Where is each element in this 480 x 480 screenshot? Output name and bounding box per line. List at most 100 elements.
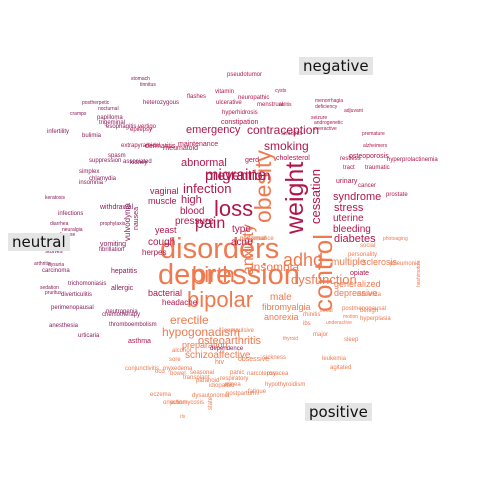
- word-esophagitis: esophagitis: [106, 124, 136, 130]
- word-overactive: overactive: [314, 126, 337, 132]
- word-insomnia: insomnia: [79, 180, 104, 186]
- word-bacterial: bacterial: [148, 288, 182, 298]
- word-rhinitis: rhinitis: [303, 312, 320, 318]
- word-anxiety: anxiety: [240, 224, 257, 275]
- word-restless: restless: [340, 156, 361, 162]
- word-eczema: eczema: [150, 392, 172, 398]
- word-neuralgia: neuralgia: [62, 227, 83, 233]
- word-allergic: allergic: [111, 285, 134, 292]
- word-cancer: cancer: [358, 183, 376, 189]
- word-bipolar: bipolar: [187, 287, 253, 312]
- word-urinary: urinary: [336, 178, 358, 185]
- word-perimenopausal: perimenopausal: [51, 305, 94, 311]
- word-fibromyalgia: fibromyalgia: [262, 302, 311, 312]
- word-hyperhidrosis: hyperhidrosis: [222, 110, 258, 116]
- word-transplant: transplant: [183, 375, 210, 381]
- word-depressive: depressive: [334, 288, 378, 298]
- word-osteoporosis: osteoporosis: [349, 153, 389, 160]
- word-hiv: hiv: [215, 359, 224, 366]
- word-nocturnal: nocturnal: [98, 106, 119, 112]
- word-seasonal: seasonal: [190, 370, 214, 376]
- word-cough: cough: [148, 237, 175, 248]
- word-contraception: contraception: [247, 123, 319, 137]
- word-personality: personality: [348, 252, 377, 258]
- word-postpartum: postpartum: [226, 391, 256, 397]
- word-throat: throat: [320, 308, 333, 314]
- word-infertility: infertility: [47, 129, 69, 135]
- word-seizure: seizure: [311, 115, 327, 121]
- word-disorders: disorders: [160, 233, 279, 265]
- word-benign: benign: [360, 308, 378, 314]
- word-traumatic: traumatic: [365, 165, 390, 171]
- word-anesthesia: anesthesia: [49, 323, 79, 329]
- word-agitated: agitated: [330, 365, 351, 371]
- word-weight: weight: [281, 162, 309, 235]
- word-acne: acne: [231, 237, 253, 248]
- word-cholesterol: cholesterol: [276, 155, 310, 162]
- word-respiratory: respiratory: [220, 376, 248, 382]
- word-generalized: generalized: [334, 279, 381, 289]
- word-urticaria: urticaria: [78, 333, 100, 339]
- word-photoaging: photoaging: [383, 236, 408, 242]
- word-multiple: multiple: [331, 257, 366, 268]
- word-autism: autism: [170, 400, 188, 406]
- word-trigeminal: trigeminal: [99, 120, 125, 126]
- word-muscle: muscle: [148, 196, 177, 206]
- word-fatigue: fatigue: [248, 389, 267, 395]
- word-diarrhea: diarrhea: [50, 221, 69, 227]
- word-birth: birth: [192, 262, 235, 287]
- word-rheumatoid: rheumatoid: [163, 145, 198, 152]
- word-diverticulitis: diverticulitis: [61, 292, 92, 298]
- word-obesity: obesity: [250, 150, 276, 223]
- word-alzheimers: alzheimers: [363, 143, 388, 149]
- word-chlamydia: chlamydia: [89, 176, 117, 182]
- word-prophylaxis: prophylaxis: [100, 221, 126, 227]
- word-hypogonadism: hypogonadism: [162, 325, 240, 339]
- word-uterine: uterine: [333, 213, 364, 224]
- word-sickness: sickness: [263, 355, 286, 361]
- word-insomnia: insomnia: [251, 260, 299, 274]
- word-influenza: influenza: [357, 292, 382, 298]
- word-infection: infection: [183, 181, 231, 196]
- word-fibrillation: fibrillation: [99, 247, 124, 253]
- word-vitamin: vitamin: [215, 89, 234, 95]
- word-obsessive: obsessive: [238, 356, 269, 363]
- word-blood: blood: [180, 206, 204, 217]
- word-chemotherapy: chemotherapy: [102, 312, 140, 318]
- word-asthma: asthma: [128, 338, 151, 345]
- label-positive: positive: [305, 403, 372, 421]
- word-vaginal: vaginal: [150, 186, 179, 196]
- word-alcohol: alcohol: [172, 348, 191, 354]
- word-compulsive: compulsive: [224, 328, 255, 334]
- label-neutral: neutral: [8, 233, 70, 251]
- word-stones: stones: [45, 249, 63, 255]
- word-headache: headache: [162, 298, 198, 307]
- word-sinusitis: sinusitis: [281, 131, 302, 137]
- word-motion: motion: [343, 314, 358, 320]
- word-vomiting: vomiting: [100, 241, 126, 248]
- word-menorrhagia: menorrhagia: [315, 98, 343, 104]
- word-pneumonia: pneumonia: [390, 261, 420, 267]
- word-underactive: underactive: [326, 320, 352, 326]
- word-tract: tract: [343, 165, 355, 171]
- word-cysts: cysts: [275, 88, 287, 94]
- word-rls: rls: [180, 414, 186, 420]
- word-suppression: suppression: [89, 158, 121, 164]
- word-conjunctivitis: conjunctivitis: [125, 366, 159, 372]
- word-dependence: dependence: [210, 346, 244, 352]
- word-dysautonomia: dysautonomia: [192, 393, 230, 399]
- word-postmenopausal: postmenopausal: [342, 306, 386, 312]
- word-heterozygous: heterozygous: [143, 100, 179, 106]
- word-withdrawal: withdrawal: [99, 204, 134, 211]
- word-sclerosis: sclerosis: [362, 257, 398, 267]
- word-sedation: sedation: [40, 285, 59, 291]
- word-panic: panic: [230, 370, 244, 376]
- word-prostate: prostate: [386, 192, 408, 198]
- word-androgenetic: androgenetic: [314, 120, 343, 126]
- word-keratosis: keratosis: [45, 195, 66, 201]
- word-tinnitus: tinnitus: [140, 82, 156, 88]
- word-dysfunction: dysfunction: [291, 272, 357, 287]
- word-arthritis: arthritis: [34, 261, 51, 267]
- word-adhd: adhd: [283, 250, 323, 270]
- word-opiate: opiate: [350, 270, 369, 277]
